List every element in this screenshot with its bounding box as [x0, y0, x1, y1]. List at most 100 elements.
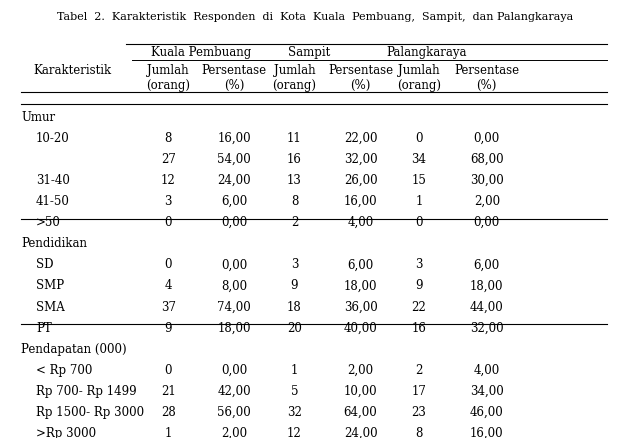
Text: Pendidikan: Pendidikan: [21, 237, 87, 250]
Text: 18,00: 18,00: [344, 279, 377, 293]
Text: 32,00: 32,00: [470, 321, 504, 335]
Text: 32,00: 32,00: [344, 153, 377, 166]
Text: 18,00: 18,00: [470, 279, 504, 293]
Text: PT: PT: [36, 321, 52, 335]
Text: 24,00: 24,00: [218, 174, 251, 187]
Text: 11: 11: [287, 132, 302, 145]
Text: 12: 12: [161, 174, 175, 187]
Text: 34,00: 34,00: [470, 385, 504, 398]
Text: 3: 3: [291, 258, 298, 272]
Text: 0: 0: [165, 258, 172, 272]
Text: 9: 9: [415, 279, 423, 293]
Text: 20: 20: [287, 321, 302, 335]
Text: 16,00: 16,00: [470, 427, 504, 438]
Text: 18,00: 18,00: [218, 321, 251, 335]
Text: 2,00: 2,00: [474, 195, 500, 208]
Text: 6,00: 6,00: [474, 258, 500, 272]
Text: 8,00: 8,00: [221, 279, 247, 293]
Text: 44,00: 44,00: [470, 300, 504, 314]
Text: 13: 13: [287, 174, 302, 187]
Text: Sampit: Sampit: [288, 46, 331, 59]
Text: 54,00: 54,00: [218, 153, 251, 166]
Text: Persentase
(%): Persentase (%): [454, 64, 519, 92]
Text: 28: 28: [161, 406, 175, 419]
Text: 32: 32: [287, 406, 302, 419]
Text: Kuala Pembuang: Kuala Pembuang: [151, 46, 251, 59]
Text: 2,00: 2,00: [221, 427, 247, 438]
Text: 2: 2: [291, 216, 298, 229]
Text: < Rp 700: < Rp 700: [36, 364, 92, 377]
Text: 0,00: 0,00: [474, 132, 500, 145]
Text: 1: 1: [291, 364, 298, 377]
Text: 27: 27: [161, 153, 175, 166]
Text: 30,00: 30,00: [470, 174, 504, 187]
Text: 40,00: 40,00: [344, 321, 377, 335]
Text: 17: 17: [411, 385, 427, 398]
Text: Pendapatan (000): Pendapatan (000): [21, 343, 127, 356]
Text: 0: 0: [165, 364, 172, 377]
Text: 8: 8: [415, 427, 423, 438]
Text: 46,00: 46,00: [470, 406, 504, 419]
Text: 4: 4: [165, 279, 172, 293]
Text: 0,00: 0,00: [474, 216, 500, 229]
Text: Jumlah
(orang): Jumlah (orang): [397, 64, 441, 92]
Text: 34: 34: [411, 153, 427, 166]
Text: >50: >50: [36, 216, 61, 229]
Text: 15: 15: [411, 174, 427, 187]
Text: Jumlah
(orang): Jumlah (orang): [146, 64, 191, 92]
Text: 5: 5: [291, 385, 298, 398]
Text: 8: 8: [291, 195, 298, 208]
Text: 22,00: 22,00: [344, 132, 377, 145]
Text: Rp 700- Rp 1499: Rp 700- Rp 1499: [36, 385, 137, 398]
Text: 74,00: 74,00: [218, 300, 251, 314]
Text: 0: 0: [165, 216, 172, 229]
Text: 16: 16: [287, 153, 302, 166]
Text: Palangkaraya: Palangkaraya: [386, 46, 467, 59]
Text: 23: 23: [411, 406, 427, 419]
Text: 2: 2: [415, 364, 423, 377]
Text: 37: 37: [161, 300, 176, 314]
Text: 56,00: 56,00: [218, 406, 251, 419]
Text: 1: 1: [165, 427, 172, 438]
Text: 42,00: 42,00: [218, 385, 251, 398]
Text: 31-40: 31-40: [36, 174, 70, 187]
Text: 4,00: 4,00: [348, 216, 374, 229]
Text: SMA: SMA: [36, 300, 65, 314]
Text: 10,00: 10,00: [344, 385, 377, 398]
Text: 2,00: 2,00: [348, 364, 374, 377]
Text: 10-20: 10-20: [36, 132, 70, 145]
Text: Umur: Umur: [21, 111, 55, 124]
Text: 9: 9: [165, 321, 172, 335]
Text: 12: 12: [287, 427, 302, 438]
Text: Jumlah
(orang): Jumlah (orang): [273, 64, 317, 92]
Text: Persentase
(%): Persentase (%): [328, 64, 393, 92]
Text: Tabel  2.  Karakteristik  Responden  di  Kota  Kuala  Pembuang,  Sampit,  dan Pa: Tabel 2. Karakteristik Responden di Kota…: [57, 11, 574, 21]
Text: 0: 0: [415, 132, 423, 145]
Text: 6,00: 6,00: [221, 195, 247, 208]
Text: 0: 0: [415, 216, 423, 229]
Text: 3: 3: [415, 258, 423, 272]
Text: 9: 9: [291, 279, 298, 293]
Text: 3: 3: [165, 195, 172, 208]
Text: 22: 22: [411, 300, 427, 314]
Text: 0,00: 0,00: [221, 216, 247, 229]
Text: SD: SD: [36, 258, 54, 272]
Text: 6,00: 6,00: [348, 258, 374, 272]
Text: 64,00: 64,00: [344, 406, 377, 419]
Text: 26,00: 26,00: [344, 174, 377, 187]
Text: Persentase
(%): Persentase (%): [202, 64, 267, 92]
Text: 16: 16: [411, 321, 427, 335]
Text: 68,00: 68,00: [470, 153, 504, 166]
Text: 0,00: 0,00: [221, 364, 247, 377]
Text: 0,00: 0,00: [221, 258, 247, 272]
Text: 36,00: 36,00: [344, 300, 377, 314]
Text: Rp 1500- Rp 3000: Rp 1500- Rp 3000: [36, 406, 144, 419]
Text: SMP: SMP: [36, 279, 64, 293]
Text: 41-50: 41-50: [36, 195, 70, 208]
Text: >Rp 3000: >Rp 3000: [36, 427, 96, 438]
Text: 8: 8: [165, 132, 172, 145]
Text: 24,00: 24,00: [344, 427, 377, 438]
Text: 4,00: 4,00: [474, 364, 500, 377]
Text: 16,00: 16,00: [344, 195, 377, 208]
Text: Karakteristik: Karakteristik: [33, 64, 111, 77]
